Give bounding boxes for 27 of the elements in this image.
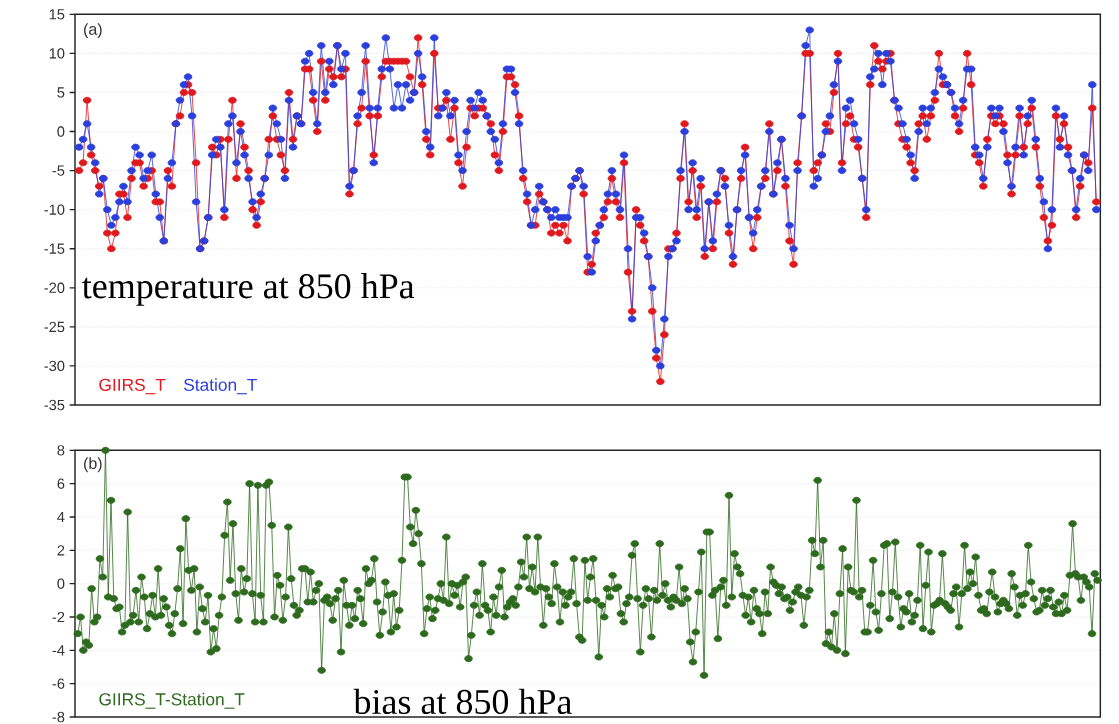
y-tick-label: 15 bbox=[49, 9, 65, 20]
y-tick-label: -25 bbox=[44, 321, 65, 333]
text: Station_T bbox=[184, 378, 257, 395]
y-tick-label: -5 bbox=[52, 165, 65, 176]
y-tick-label: 6 bbox=[57, 478, 65, 489]
y-tick-label: -2 bbox=[52, 611, 65, 623]
y-tick-label: 2 bbox=[57, 545, 65, 556]
y-tick-label: -6 bbox=[52, 678, 65, 689]
annotation: (b) bbox=[84, 457, 102, 473]
y-tick-label: 10 bbox=[49, 48, 65, 59]
y-tick-label: 5 bbox=[57, 87, 65, 98]
annotation: temperature at 850 hPa bbox=[82, 273, 415, 306]
y-tick-label: -15 bbox=[44, 243, 65, 254]
y-tick-label: -20 bbox=[44, 282, 65, 293]
annotation: bias at 850 hPa bbox=[353, 688, 572, 715]
annotation: (a) bbox=[84, 23, 102, 39]
y-tick-label: 0 bbox=[57, 126, 65, 137]
y-tick-label: -10 bbox=[44, 204, 65, 215]
y-tick-label: -35 bbox=[44, 399, 65, 411]
text: GIIRS_T-Station_T bbox=[99, 692, 245, 709]
y-tick-label: -30 bbox=[44, 360, 65, 372]
y-tick-label: 0 bbox=[57, 578, 65, 589]
y-tick-label: -4 bbox=[52, 645, 65, 656]
y-tick-label: 8 bbox=[57, 445, 65, 456]
text: GIIRS_T bbox=[99, 378, 166, 395]
y-tick-label: -8 bbox=[52, 711, 65, 723]
y-tick-label: 4 bbox=[57, 511, 65, 523]
